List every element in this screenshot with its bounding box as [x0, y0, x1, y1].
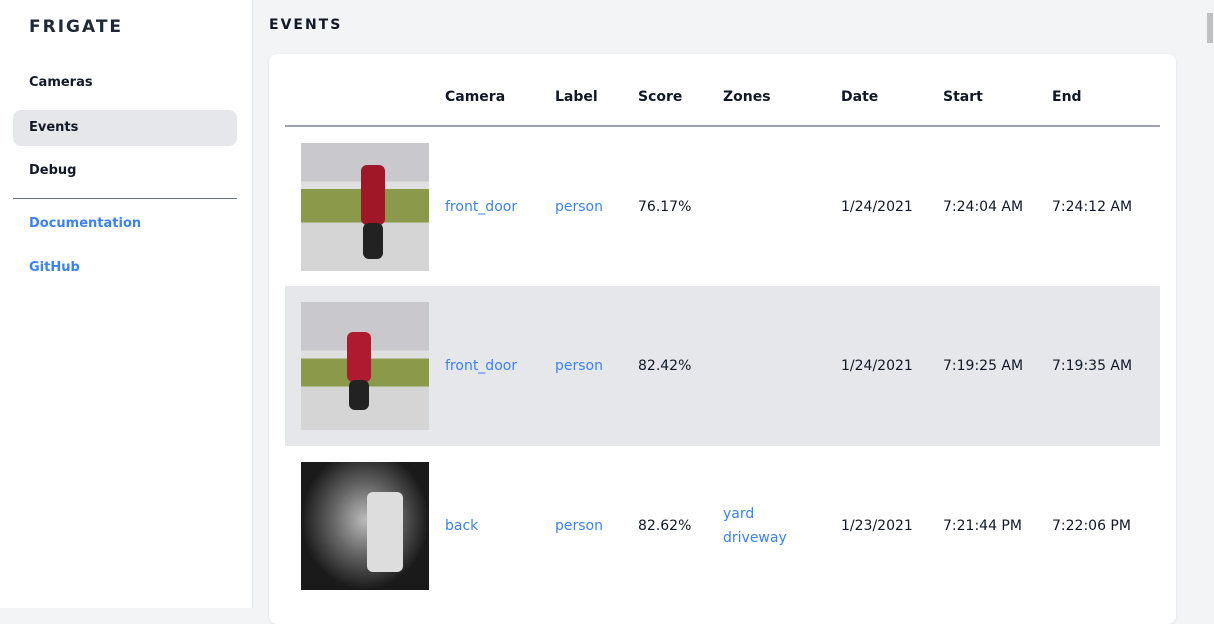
zone-link[interactable]: driveway — [723, 530, 787, 546]
col-zones: Zones — [723, 54, 841, 127]
col-label: Label — [555, 54, 638, 127]
event-thumbnail[interactable] — [301, 142, 429, 271]
event-thumbnail[interactable] — [301, 462, 429, 590]
table-row[interactable]: back person 82.62% yard driveway 1/23/202… — [285, 446, 1160, 606]
start-time: 7:24:04 AM — [943, 198, 1024, 215]
camera-link[interactable]: back — [445, 518, 479, 534]
end-time: 7:22:06 PM — [1052, 518, 1131, 534]
label-link[interactable]: person — [555, 518, 603, 534]
start-time: 7:21:44 PM — [943, 518, 1022, 534]
page-title: EVENTS — [269, 17, 343, 33]
event-thumbnail[interactable] — [301, 302, 429, 430]
camera-link[interactable]: front_door — [445, 286, 555, 446]
scrollbar-thumb[interactable] — [1207, 13, 1213, 43]
start-time: 7:19:25 AM — [943, 286, 1052, 446]
app-logo[interactable]: FRIGATE — [29, 17, 124, 37]
label-link[interactable]: person — [555, 198, 603, 215]
table-row[interactable]: front_door person 76.17% 1/24/2021 7:24:… — [285, 126, 1160, 286]
score: 76.17% — [638, 198, 692, 215]
sidebar: FRIGATE Cameras Events Debug Documentati… — [0, 0, 253, 608]
date: 1/23/2021 — [841, 518, 913, 534]
date: 1/24/2021 — [841, 198, 913, 215]
sidebar-divider — [13, 198, 237, 199]
col-date: Date — [841, 54, 943, 127]
sidebar-item-debug[interactable]: Debug — [29, 163, 77, 178]
zones — [723, 126, 841, 286]
col-camera: Camera — [445, 54, 555, 127]
score: 82.42% — [638, 286, 723, 446]
scrollbar[interactable] — [1206, 0, 1214, 608]
github-link[interactable]: GitHub — [29, 260, 80, 275]
events-table: Camera Label Score Zones Date Start End … — [285, 54, 1160, 606]
col-end: End — [1052, 54, 1160, 127]
camera-link[interactable]: front_door — [445, 198, 518, 215]
events-card: Camera Label Score Zones Date Start End … — [269, 54, 1176, 624]
col-thumbnail — [285, 54, 445, 127]
zones: yard driveway — [723, 446, 841, 606]
sidebar-item-cameras[interactable]: Cameras — [29, 75, 93, 90]
zone-link[interactable]: yard — [723, 506, 755, 522]
score: 82.62% — [638, 518, 692, 534]
documentation-link[interactable]: Documentation — [29, 216, 142, 231]
end-time: 7:24:12 AM — [1052, 198, 1133, 215]
col-score: Score — [638, 54, 723, 127]
zones — [723, 286, 841, 446]
col-start: Start — [943, 54, 1052, 127]
table-row[interactable]: front_door person 82.42% 1/24/2021 7:19:… — [285, 286, 1160, 446]
sidebar-item-events[interactable]: Events — [13, 110, 237, 146]
label-link[interactable]: person — [555, 286, 638, 446]
end-time: 7:19:35 AM — [1052, 286, 1160, 446]
date: 1/24/2021 — [841, 286, 943, 446]
